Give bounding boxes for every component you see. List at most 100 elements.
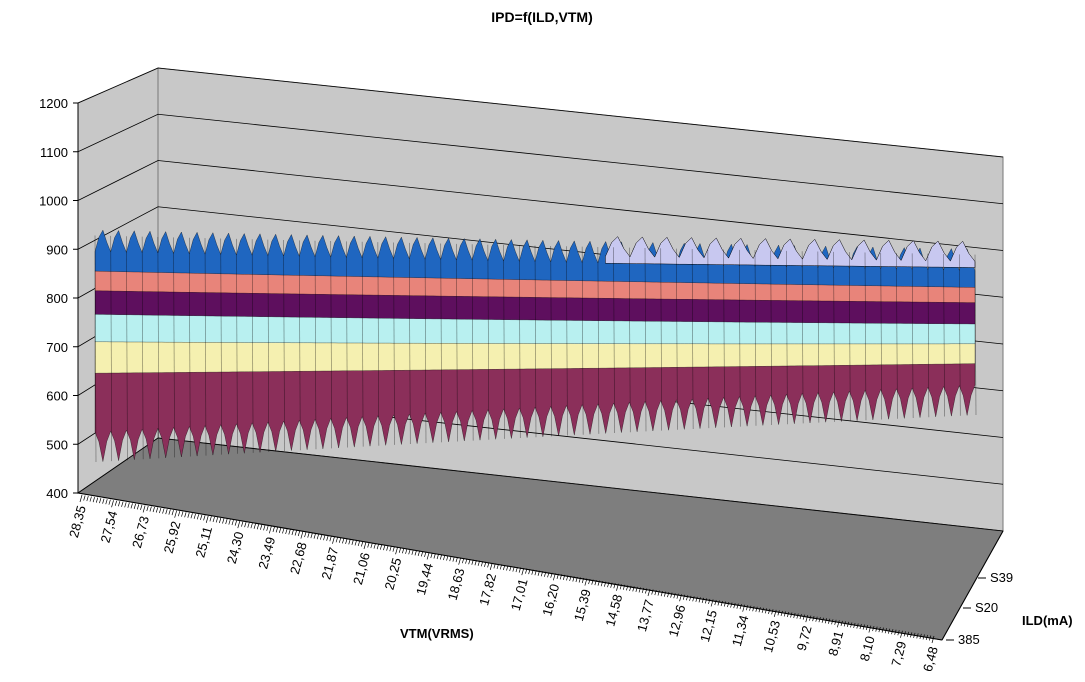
x-tick-label: 12,96	[666, 603, 689, 638]
x-minor-tick	[544, 571, 547, 577]
y-axis-line	[941, 530, 1004, 641]
x-minor-tick	[758, 607, 761, 613]
x-tick-label: 25,11	[192, 525, 215, 559]
x-minor-tick	[196, 514, 200, 520]
surface-ridge	[440, 243, 443, 443]
x-minor-tick	[496, 563, 499, 570]
x-minor-tick	[307, 532, 310, 538]
x-minor-tick	[114, 500, 118, 506]
x-minor-tick	[506, 565, 509, 571]
x-minor-tick	[566, 575, 569, 581]
x-minor-tick	[392, 546, 395, 552]
surface-ridge	[927, 253, 930, 418]
x-minor-tick	[468, 559, 471, 565]
x-minor-tick	[651, 589, 654, 595]
y-tick-label: S39	[990, 570, 1013, 585]
surface-ridge	[974, 254, 977, 416]
x-minor-tick	[645, 588, 648, 594]
surface-ridge	[94, 235, 97, 463]
x-major-tick	[773, 609, 777, 617]
x-tick-label: 14,58	[602, 593, 625, 628]
x-minor-tick	[818, 617, 821, 623]
x-minor-tick	[155, 507, 159, 513]
x-minor-tick	[761, 607, 764, 613]
x-minor-tick	[619, 584, 622, 590]
surface-ridge	[896, 253, 898, 419]
surface-ridge	[801, 251, 804, 424]
x-major-tick	[458, 557, 462, 565]
x-tick-label: 9,72	[794, 624, 815, 652]
x-minor-tick	[802, 614, 805, 620]
x-tick-label: 25,92	[161, 520, 184, 555]
x-minor-tick	[537, 570, 540, 576]
x-minor-tick	[455, 557, 458, 563]
x-minor-tick	[790, 612, 793, 618]
x-minor-tick	[843, 621, 846, 627]
x-minor-tick	[749, 605, 752, 611]
x-minor-tick	[670, 592, 673, 598]
x-minor-tick	[99, 498, 102, 504]
x-minor-tick	[228, 519, 231, 525]
x-minor-tick	[853, 622, 856, 629]
x-minor-tick	[638, 587, 641, 593]
surface-plot	[94, 229, 977, 463]
x-minor-tick	[764, 608, 768, 614]
x-minor-tick	[354, 540, 357, 546]
x-minor-tick	[149, 506, 152, 512]
x-minor-tick	[200, 514, 203, 520]
x-major-tick	[521, 568, 525, 576]
surface-ridge	[141, 236, 144, 460]
z-tick-label: 400	[46, 486, 68, 501]
x-minor-tick	[124, 502, 127, 508]
x-minor-tick	[297, 530, 301, 537]
surface-ridge	[173, 237, 175, 458]
surface-ridge	[456, 243, 458, 442]
surface-ridge	[314, 240, 317, 450]
x-minor-tick	[752, 606, 755, 612]
x-tick-label: 22,68	[287, 540, 310, 575]
x-minor-tick	[881, 627, 884, 633]
x-minor-tick	[512, 566, 515, 572]
surface-ridge	[518, 245, 521, 439]
surface-ridge	[691, 248, 694, 429]
x-major-tick	[142, 505, 146, 513]
x-minor-tick	[386, 545, 389, 551]
x-minor-tick	[916, 633, 919, 639]
x-minor-tick	[209, 516, 212, 522]
x-minor-tick	[787, 611, 790, 618]
x-minor-tick	[607, 582, 610, 588]
x-minor-tick	[231, 519, 234, 526]
x-major-tick	[584, 578, 588, 586]
x-minor-tick	[610, 582, 613, 588]
x-minor-tick	[780, 610, 783, 617]
x-minor-tick	[316, 534, 320, 540]
x-minor-tick	[282, 528, 285, 534]
x-minor-tick	[663, 591, 667, 597]
surface-ridge	[408, 242, 411, 445]
x-major-tick	[489, 562, 493, 570]
x-major-tick	[332, 536, 335, 544]
surface-ridge	[424, 243, 427, 444]
x-major-tick	[300, 531, 304, 539]
x-major-tick	[900, 630, 903, 638]
surface-ridge	[534, 245, 537, 438]
surface-ridge	[204, 238, 207, 456]
x-minor-tick	[626, 585, 629, 591]
x-minor-tick	[304, 531, 307, 538]
x-minor-tick	[528, 569, 531, 575]
surface-ridge	[676, 248, 678, 430]
x-minor-tick	[446, 555, 449, 561]
x-major-tick	[805, 615, 809, 623]
x-minor-tick	[704, 598, 708, 604]
x-minor-tick	[581, 577, 585, 584]
x-minor-tick	[338, 537, 342, 543]
x-minor-tick	[660, 590, 663, 597]
surface-ridge	[361, 241, 364, 447]
x-minor-tick	[420, 551, 424, 557]
x-minor-tick	[424, 551, 427, 558]
x-minor-tick	[212, 516, 215, 523]
x-minor-tick	[515, 566, 518, 573]
x-minor-tick	[559, 574, 562, 580]
x-minor-tick	[370, 542, 373, 549]
